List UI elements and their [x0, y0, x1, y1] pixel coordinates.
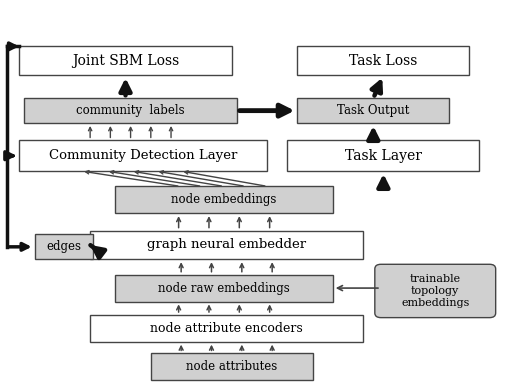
FancyBboxPatch shape	[375, 264, 495, 318]
Text: Task Loss: Task Loss	[349, 54, 417, 68]
Text: community  labels: community labels	[76, 104, 185, 117]
Text: Task Layer: Task Layer	[345, 149, 422, 163]
Text: trainable
topology
embeddings: trainable topology embeddings	[401, 274, 469, 308]
Text: node raw embeddings: node raw embeddings	[158, 281, 290, 294]
Text: node attribute encoders: node attribute encoders	[150, 322, 303, 335]
FancyBboxPatch shape	[151, 353, 313, 380]
Text: edges: edges	[46, 240, 81, 253]
Text: Community Detection Layer: Community Detection Layer	[49, 149, 237, 162]
Text: Joint SBM Loss: Joint SBM Loss	[72, 54, 179, 68]
FancyBboxPatch shape	[20, 46, 232, 75]
Text: node attributes: node attributes	[186, 360, 278, 373]
FancyBboxPatch shape	[90, 230, 363, 259]
Text: Task Output: Task Output	[337, 104, 410, 117]
FancyBboxPatch shape	[90, 315, 363, 342]
FancyBboxPatch shape	[116, 187, 333, 213]
FancyBboxPatch shape	[34, 234, 93, 259]
FancyBboxPatch shape	[24, 98, 237, 123]
FancyBboxPatch shape	[298, 98, 449, 123]
FancyBboxPatch shape	[298, 46, 469, 75]
Text: node embeddings: node embeddings	[172, 193, 277, 206]
FancyBboxPatch shape	[116, 275, 333, 301]
FancyBboxPatch shape	[287, 140, 480, 171]
Text: graph neural embedder: graph neural embedder	[147, 238, 306, 251]
FancyBboxPatch shape	[20, 140, 267, 171]
